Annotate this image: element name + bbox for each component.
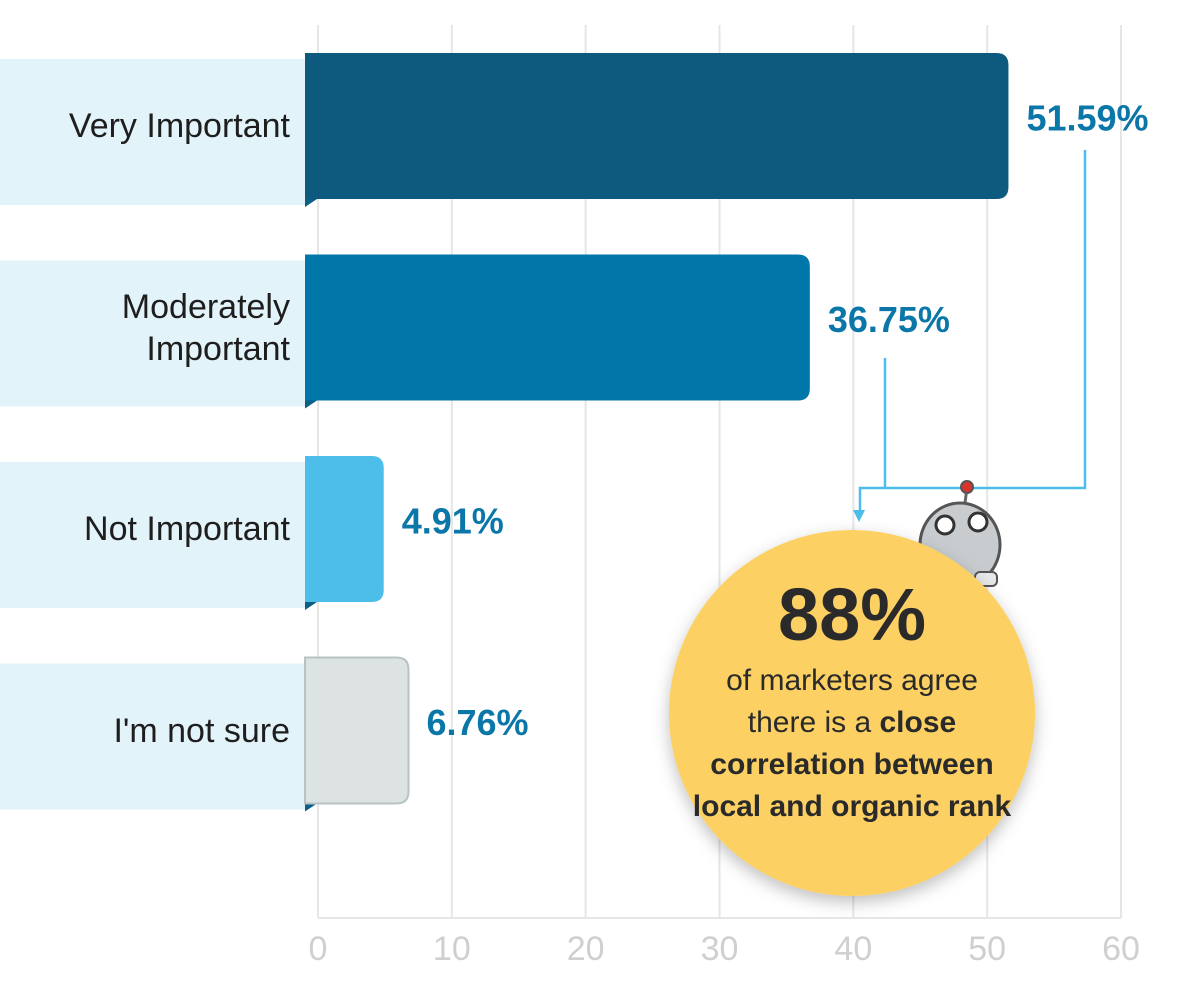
callout-text-part: close correlation between local and orga… (692, 706, 1012, 823)
category-label: I'm not sure (113, 711, 290, 750)
callout: 88% of marketers agree there is a close … (672, 570, 1032, 828)
bar (305, 456, 384, 602)
callout-text: of marketers agree there is a close corr… (672, 660, 1032, 828)
bar (305, 254, 810, 401)
callout-headline: 88% (777, 573, 927, 656)
category-label: Moderately Important (121, 287, 290, 368)
value-label: 51.59% (1026, 98, 1148, 139)
x-tick-label: 0 (309, 930, 328, 968)
category-band (0, 59, 305, 205)
value-label: 6.76% (426, 702, 528, 743)
x-tick-label: 20 (567, 930, 605, 968)
x-tick-label: 40 (834, 930, 872, 968)
bar (304, 656, 410, 805)
category-band (0, 663, 305, 810)
category-band (0, 462, 305, 608)
bar-fold (305, 400, 317, 409)
x-tick-label: 30 (701, 930, 739, 968)
callout-circle (669, 530, 1035, 896)
callout-text-part: of marketers agree there is a (726, 664, 978, 739)
category-label: Very Important (68, 107, 290, 145)
bar (305, 53, 1009, 199)
bar-fold (305, 803, 317, 812)
category-band (0, 260, 305, 407)
bar-fold (305, 602, 317, 610)
x-tick-label: 10 (433, 930, 471, 968)
category-label: Not Important (84, 510, 290, 548)
x-tick-label: 50 (968, 930, 1006, 968)
bar-fold (305, 199, 317, 207)
x-tick-label: 60 (1102, 930, 1140, 968)
value-label: 4.91% (402, 501, 504, 542)
value-label: 36.75% (828, 299, 950, 340)
